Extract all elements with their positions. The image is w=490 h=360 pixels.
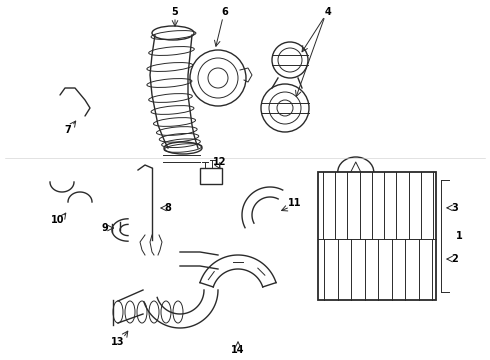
Text: 9: 9 (101, 223, 108, 233)
Text: 1: 1 (456, 231, 463, 241)
Text: 6: 6 (221, 7, 228, 17)
Text: 3: 3 (452, 203, 458, 213)
Text: 2: 2 (452, 254, 458, 264)
Text: 11: 11 (288, 198, 302, 208)
Text: 12: 12 (213, 157, 227, 167)
Text: 10: 10 (51, 215, 65, 225)
Text: 4: 4 (324, 7, 331, 17)
Text: 5: 5 (172, 7, 178, 17)
Text: 14: 14 (231, 345, 245, 355)
Bar (200, 168, 222, 184)
Text: 7: 7 (65, 125, 72, 135)
Text: 13: 13 (111, 337, 125, 347)
Text: 8: 8 (165, 203, 172, 213)
Bar (318, 172, 436, 300)
